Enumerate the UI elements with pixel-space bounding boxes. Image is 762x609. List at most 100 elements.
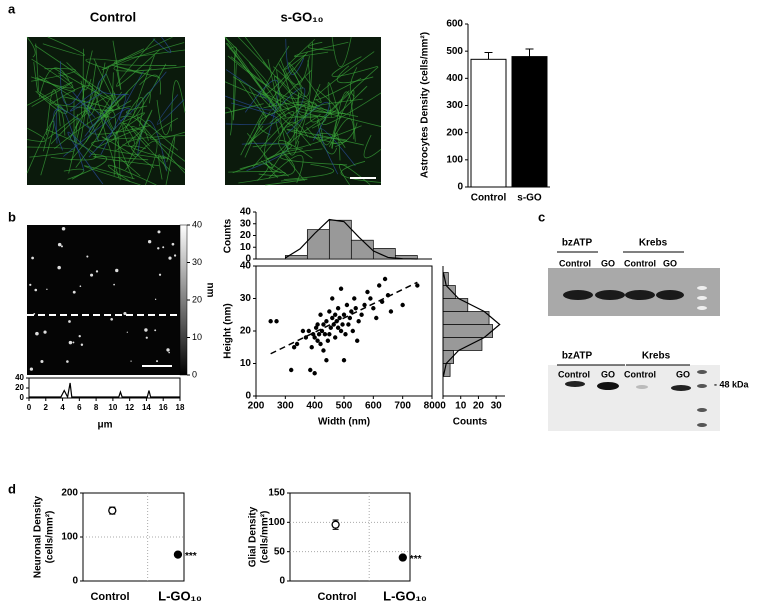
scatter-point [337,315,342,321]
colorbar-tick-label: 10 [192,332,202,342]
particle [110,317,114,321]
y-tick-label: 30 [240,218,252,229]
fiber [287,109,362,150]
fiber [26,127,46,142]
fiber [81,50,110,117]
scatter-point [350,328,355,334]
image-title: s-GO₁₀ [280,9,323,24]
fiber [85,58,118,70]
fit-line [270,281,418,355]
group-label: Krebs [642,351,671,362]
x-tick-label: L-GO₁₀ [158,588,202,603]
particle [43,330,47,334]
particle [113,283,115,286]
group-label: bzATP [562,238,593,249]
y-tick-label: 0 [245,391,251,402]
x-tick-label: 300 [277,401,294,412]
y-axis-label: Height (nm) [223,303,234,359]
fiber [116,38,161,87]
particle [29,283,32,286]
particle [78,334,81,338]
fiber [136,116,186,174]
fiber [158,154,167,180]
panel-label: c [538,209,545,224]
fiber [336,65,374,84]
fiber [306,116,323,142]
particle [66,360,69,363]
fiber [260,93,290,126]
particle [40,359,44,364]
colorbar-tick-label: 0 [192,369,197,379]
fiber [224,69,275,111]
band [636,385,648,389]
particle [130,360,132,362]
scatter-point [328,325,333,330]
scatter-point [349,309,354,314]
afm-image [27,225,180,375]
particle [57,265,61,270]
lane-label: Control [559,258,591,268]
y-tick-label: 30 [240,293,252,304]
fiber [279,148,348,166]
fiber [286,128,364,146]
histogram-bar [328,219,352,260]
fiber [315,132,346,148]
particle [68,320,71,323]
y-tick-label: 300 [446,100,463,111]
lane-label: Control [558,369,590,379]
lane-label: Control [624,258,656,268]
fiber [284,39,316,70]
fiber [316,119,337,146]
histogram-bar [442,311,490,325]
x-tick-label: s-GO [517,193,542,204]
fiber [239,163,269,181]
y-tick-label: 200 [61,488,78,499]
scatter-point [365,289,370,295]
x-tick-label: 10 [108,403,117,412]
fiber [26,81,73,107]
particle [171,242,175,246]
particle [157,230,161,234]
fiber [275,72,302,100]
x-tick-label: 12 [125,403,134,412]
y-tick-label: 20 [15,383,24,392]
band [565,381,585,387]
fiber [122,123,150,147]
y-axis-label: Astrocytes Density (cells/mm²) [420,32,431,178]
fiber [46,89,61,136]
fiber [340,160,382,183]
lane-label: GO [601,258,615,268]
fiber [97,73,129,96]
particle [162,246,165,249]
y-axis-label: Neuronal Density [33,495,44,578]
fiber [279,55,310,86]
scatter-point [318,312,323,317]
y-tick-label: 50 [274,546,286,557]
scatter-point [346,322,351,327]
fiber [31,68,76,82]
scatter-point [312,371,317,376]
fit-curve [285,218,418,260]
particle [61,227,66,231]
scatter-point [333,312,338,317]
fiber [101,136,136,158]
scatter-point [321,348,326,353]
scatter-point [330,296,335,301]
particle [158,273,162,276]
fiber [304,76,322,104]
y-axis-label: (cells/mm²) [260,511,271,564]
colorbar [179,224,188,376]
significance: *** [410,554,422,565]
band [595,290,625,300]
fiber [82,48,97,113]
x-tick-label: 700 [394,401,411,412]
scatter-point [325,338,331,343]
scatter-point [344,302,350,308]
y-tick-label: 100 [61,532,78,543]
fiber [274,75,293,110]
fiber [93,58,120,109]
fiber [294,41,349,57]
fiber [156,94,185,125]
y-tick-label: 20 [240,230,252,241]
particle [46,288,48,291]
